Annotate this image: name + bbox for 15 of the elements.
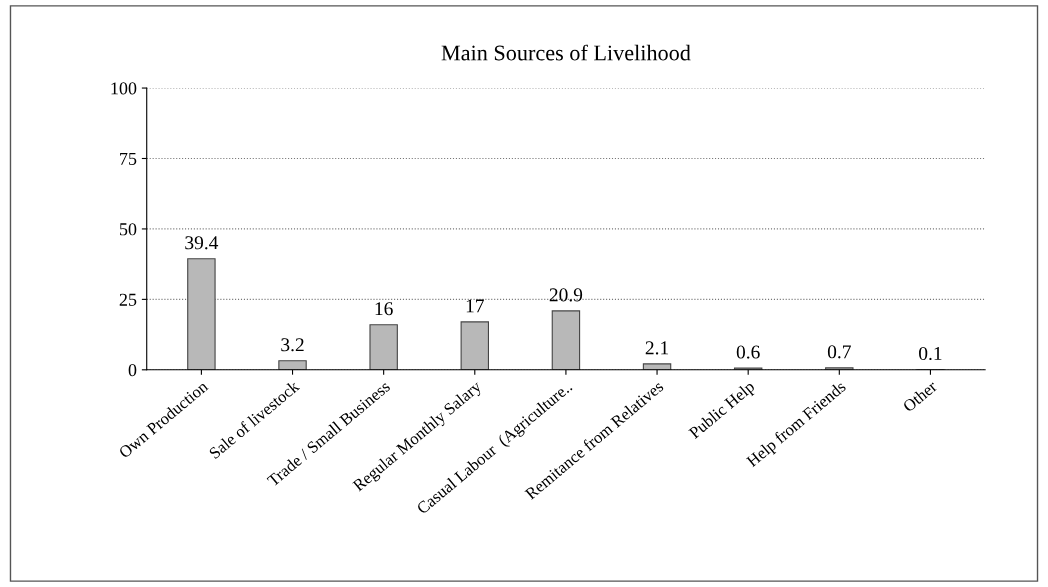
data-label: 2.1	[645, 341, 669, 355]
data-label: 0.7	[827, 345, 851, 359]
y-tick-label: 100	[111, 82, 137, 95]
y-tick-label: 50	[119, 223, 137, 236]
data-label: 16	[375, 302, 393, 316]
data-label: 17	[466, 299, 484, 313]
y-tick-label: 25	[119, 293, 137, 306]
data-label: 20.9	[549, 288, 583, 302]
data-label: 0.1	[919, 346, 942, 361]
data-label: 3.2	[281, 338, 304, 352]
data-label: 39.4	[185, 236, 219, 250]
y-tick-label: 0	[128, 364, 137, 377]
data-label: 0.6	[736, 345, 760, 359]
chart-title: Main Sources of Livelihood	[441, 44, 691, 61]
y-tick-label: 75	[120, 152, 137, 165]
